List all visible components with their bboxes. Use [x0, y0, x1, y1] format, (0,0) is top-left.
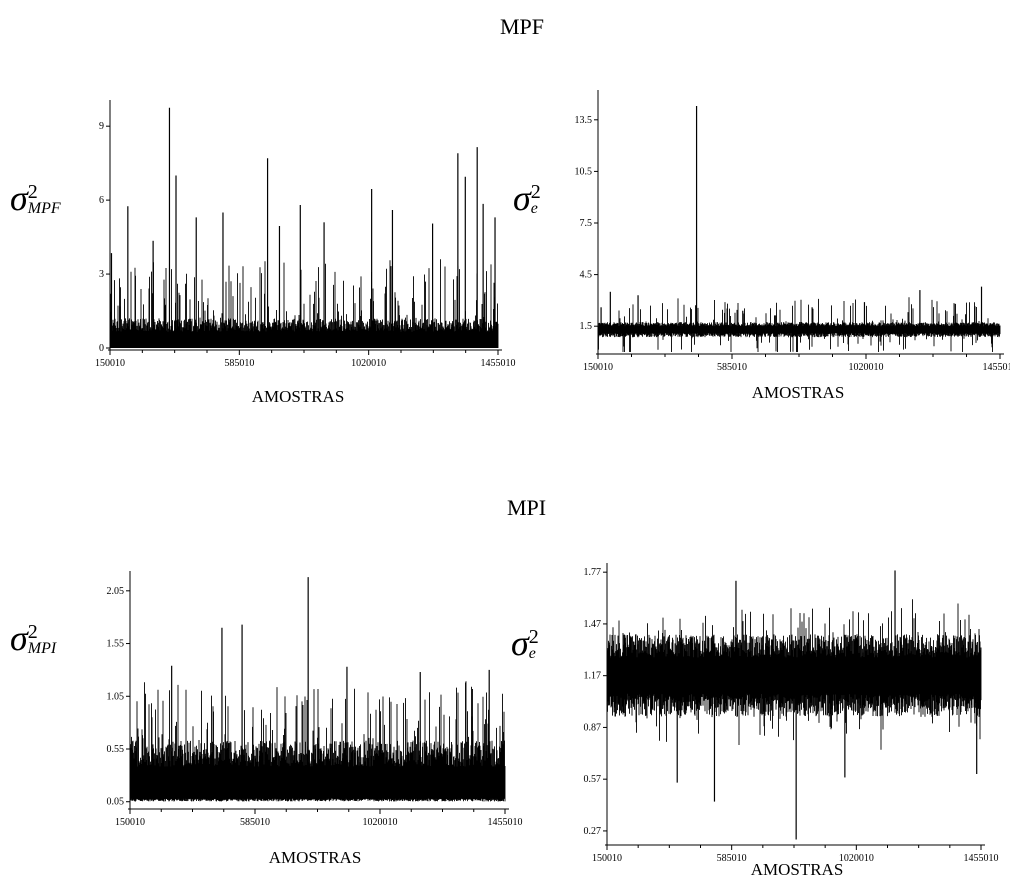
y-tick-label: 4.5 [580, 270, 593, 281]
y-tick-label: 1.77 [584, 567, 602, 578]
y-tick-label: 0.05 [107, 797, 125, 808]
x-tick-label: 585010 [240, 817, 270, 828]
y-tick-label: 0.55 [107, 744, 125, 755]
y-tick-label: 13.5 [575, 115, 593, 126]
y-tick-label: 0.87 [584, 722, 602, 733]
y-tick-label: 10.5 [575, 166, 593, 177]
x-tick-label: 1455010 [481, 358, 516, 369]
ylabel-sup: 2 [27, 181, 38, 204]
section-title-mpi: MPI [507, 495, 547, 520]
ylabel-symbol: σ [513, 178, 531, 218]
x-tick-label: 1020010 [351, 358, 386, 369]
series-line [606, 599, 982, 750]
y-tick-label: 6 [99, 195, 104, 206]
ylabel-sub: e [530, 200, 538, 218]
ylabel-sub: MPF [27, 200, 61, 218]
section-title-mpf: MPF [500, 14, 545, 39]
chart-mpi-variance: 0.05 0.55 1.05 1.55 2.05 150010 585010 1020010 1… [107, 571, 523, 867]
x-tick-label: 585010 [224, 358, 254, 369]
y-tick-label: 1.55 [107, 639, 125, 650]
y-tick-label: 1.5 [580, 321, 593, 332]
y-tick-label: 1.05 [107, 691, 125, 702]
chart-mpf-variance: 0 3 6 9 150010 585010 1020010 1455010 AMOSTRAS [95, 100, 516, 406]
series-line [109, 259, 499, 348]
x-tick-label: 150010 [592, 853, 622, 864]
x-axis-label: AMOSTRAS [752, 383, 845, 402]
ylabel-mpf-var: σ 2 MPF [10, 180, 61, 223]
ylabel-sub: e [528, 645, 536, 663]
ylabel-mpi-var: σ 2 MPI [10, 620, 56, 663]
y-tick-label: 0 [99, 343, 104, 354]
chart-mpi-error: 0.27 0.57 0.87 1.17 1.47 1.77 150010 585010 1020… [584, 563, 999, 879]
ylabel-sup: 2 [528, 626, 539, 649]
x-tick-label: 1455010 [488, 817, 523, 828]
x-tick-label: 1020010 [363, 817, 398, 828]
y-tick-label: 2.05 [107, 586, 125, 597]
x-axis-label: AMOSTRAS [252, 387, 345, 406]
ylabel-symbol: σ [511, 623, 529, 663]
series-line [597, 297, 1001, 352]
x-tick-label: 150010 [115, 817, 145, 828]
x-tick-label: 1020010 [849, 362, 884, 373]
y-tick-label: 0.27 [584, 826, 602, 837]
x-tick-label: 150010 [95, 358, 125, 369]
ylabel-symbol: σ [10, 178, 28, 218]
ylabel-symbol: σ [10, 618, 28, 658]
series-line [129, 681, 506, 802]
ylabel-sup: 2 [530, 181, 541, 204]
chart-mpf-error: 1.5 4.5 7.5 10.5 13.5 150010 585010 1020010 1455… [575, 90, 1010, 402]
y-tick-label: 1.17 [584, 671, 602, 682]
ylabel-sub: MPI [27, 640, 57, 658]
x-tick-label: 1455010 [964, 853, 999, 864]
y-tick-label: 0.57 [584, 774, 602, 785]
y-tick-label: 1.47 [584, 619, 602, 630]
y-tick-label: 3 [99, 269, 104, 280]
x-tick-label: 585010 [717, 853, 747, 864]
x-tick-label: 1455010 [983, 362, 1010, 373]
y-tick-label: 9 [99, 121, 104, 132]
x-tick-label: 1020010 [839, 853, 874, 864]
y-tick-label: 7.5 [580, 218, 593, 229]
x-axis-label: AMOSTRAS [269, 848, 362, 867]
ylabel-sup: 2 [27, 621, 38, 644]
x-tick-label: 585010 [717, 362, 747, 373]
x-tick-label: 150010 [583, 362, 613, 373]
x-axis-label: AMOSTRAS [751, 860, 844, 879]
